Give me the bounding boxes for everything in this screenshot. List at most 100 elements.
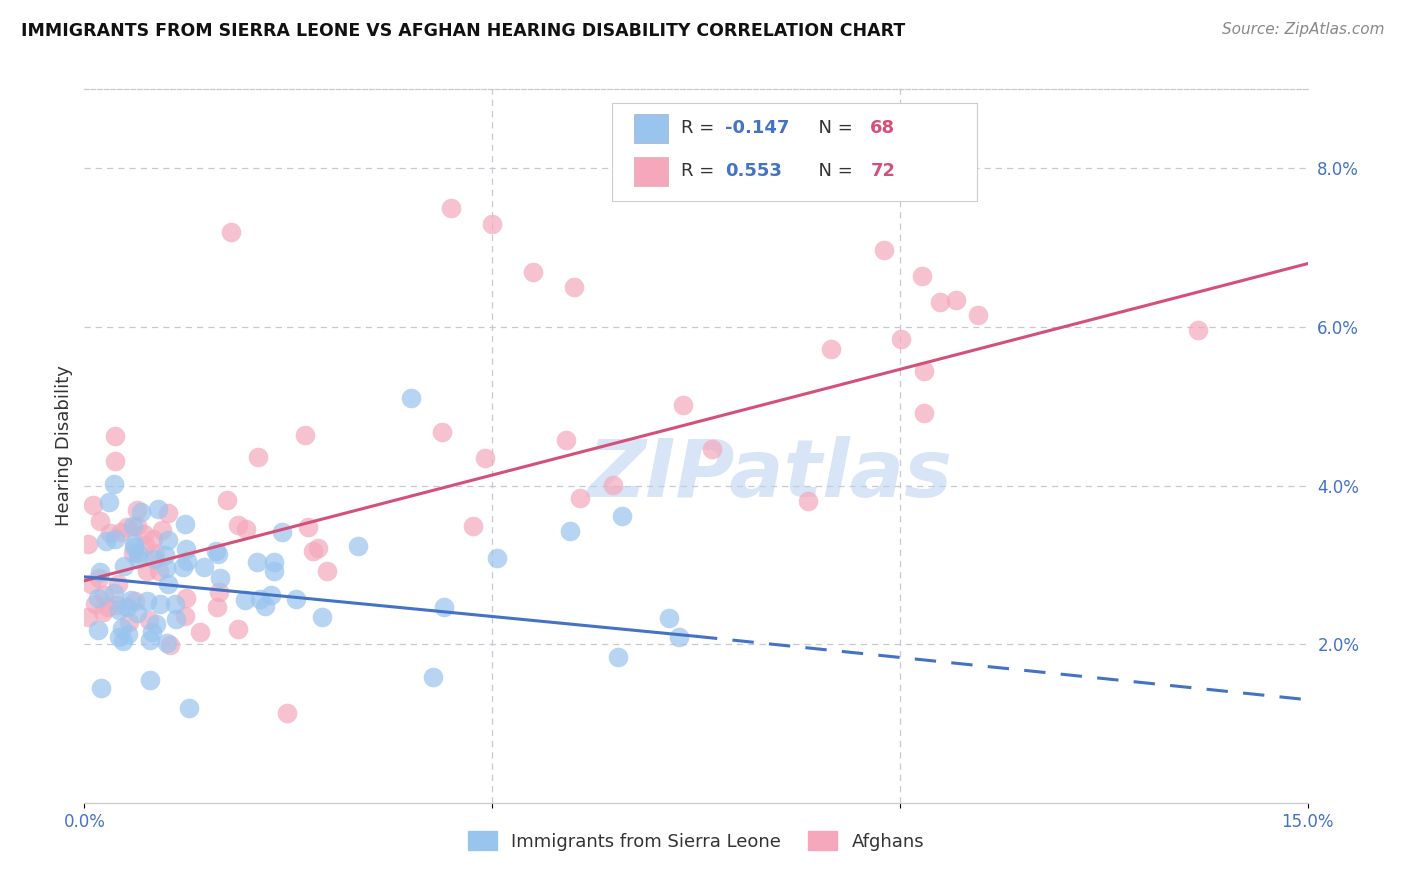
Point [235, 522, 257, 536]
Point [260, 588, 283, 602]
Point [79, 577, 101, 591]
Point [132, 527, 155, 541]
Point [149, 597, 172, 611]
Point [233, 592, 256, 607]
Point [569, 491, 592, 506]
Point [136, 564, 159, 578]
Point [555, 433, 578, 447]
Point [90, 681, 112, 695]
Point [129, 505, 152, 519]
Point [208, 585, 231, 599]
Point [430, 425, 453, 440]
Point [165, 613, 187, 627]
Text: 68: 68 [870, 120, 896, 137]
Point [127, 552, 149, 566]
Point [246, 555, 269, 569]
Point [156, 576, 179, 591]
Point [276, 706, 298, 720]
Point [122, 546, 145, 560]
Point [125, 503, 148, 517]
Point [112, 634, 135, 648]
Point [433, 599, 456, 614]
Point [153, 548, 176, 562]
Point [602, 478, 624, 492]
Point [83, 598, 105, 612]
Point [207, 548, 229, 562]
Point [86, 623, 108, 637]
Point [945, 293, 967, 308]
Point [107, 577, 129, 591]
Point [820, 343, 842, 357]
Point [890, 332, 912, 346]
Point [316, 565, 339, 579]
Text: IMMIGRANTS FROM SIERRA LEONE VS AFGHAN HEARING DISABILITY CORRELATION CHART: IMMIGRANTS FROM SIERRA LEONE VS AFGHAN H… [21, 22, 905, 40]
Point [558, 524, 581, 538]
Point [193, 560, 215, 574]
Point [297, 520, 319, 534]
Point [226, 622, 249, 636]
Point [150, 523, 173, 537]
Point [155, 560, 177, 574]
Point [104, 532, 127, 546]
Point [103, 585, 125, 599]
Point [174, 609, 197, 624]
Text: -0.147: -0.147 [725, 120, 790, 137]
Point [112, 558, 135, 573]
Text: ZIPatlas: ZIPatlas [586, 435, 952, 514]
Point [205, 544, 228, 558]
Point [138, 673, 160, 688]
Point [562, 280, 585, 294]
Point [607, 650, 630, 665]
Y-axis label: Hearing Disability: Hearing Disability [55, 366, 73, 526]
Point [172, 560, 194, 574]
Point [91, 605, 114, 619]
Point [142, 532, 165, 546]
Point [120, 593, 142, 607]
Text: 72: 72 [870, 162, 896, 180]
Point [173, 517, 195, 532]
Point [294, 427, 316, 442]
Point [111, 621, 134, 635]
Point [157, 506, 180, 520]
Point [96, 534, 118, 549]
Point [474, 451, 496, 466]
Point [115, 519, 138, 533]
Point [302, 544, 325, 558]
Point [481, 217, 503, 231]
Point [98, 526, 121, 541]
Point [141, 625, 163, 640]
Point [124, 594, 146, 608]
Point [108, 630, 131, 644]
Point [110, 525, 132, 540]
Point [138, 632, 160, 647]
Point [912, 406, 935, 420]
Point [422, 670, 444, 684]
Point [142, 552, 165, 566]
Point [440, 201, 463, 215]
Point [226, 517, 249, 532]
Point [89, 571, 111, 585]
Point [461, 518, 484, 533]
Point [702, 442, 724, 456]
Point [311, 610, 333, 624]
Point [271, 525, 294, 540]
Text: N =: N = [807, 162, 859, 180]
Text: Source: ZipAtlas.com: Source: ZipAtlas.com [1222, 22, 1385, 37]
Point [122, 540, 145, 554]
Point [148, 564, 170, 578]
Text: N =: N = [807, 120, 859, 137]
Point [174, 591, 197, 605]
Point [208, 571, 231, 585]
Point [122, 537, 145, 551]
Point [115, 600, 138, 615]
Point [188, 625, 211, 640]
Point [104, 453, 127, 467]
Point [89, 565, 111, 579]
Point [104, 429, 127, 443]
Point [658, 611, 681, 625]
Point [163, 597, 186, 611]
Text: 0.553: 0.553 [725, 162, 782, 180]
Point [249, 591, 271, 606]
Point [485, 550, 508, 565]
Point [77, 537, 100, 551]
